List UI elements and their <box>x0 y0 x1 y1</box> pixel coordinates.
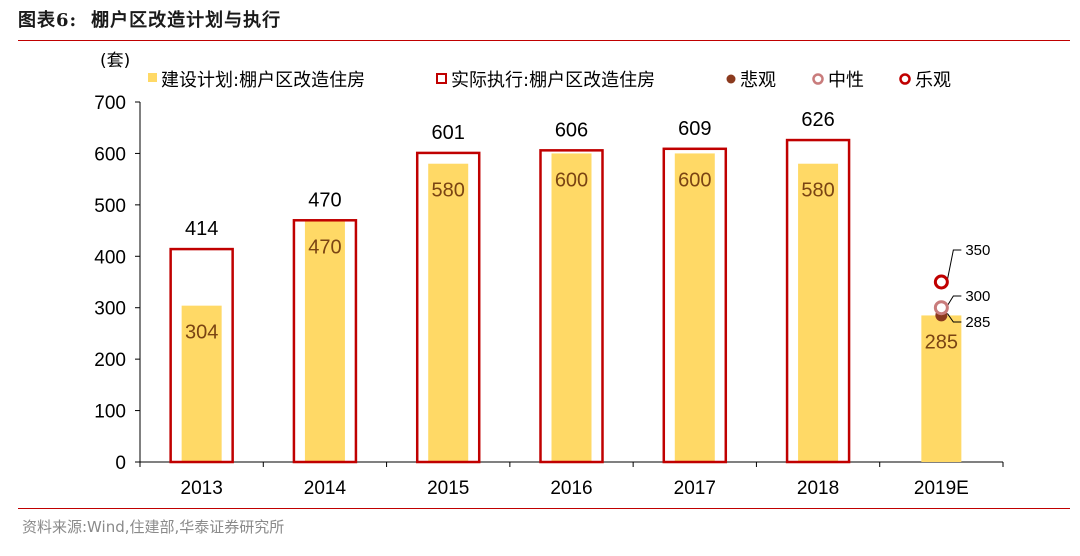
plan-value-label: 580 <box>432 180 465 202</box>
legend-label-pessimistic: 悲观 <box>740 70 776 91</box>
plan-value-label: 285 <box>925 331 958 353</box>
x-tick-label: 2019E <box>914 478 969 499</box>
plan-bar <box>551 153 592 462</box>
actual-value-label: 609 <box>678 118 711 140</box>
figure-number: 图表6: <box>18 10 78 31</box>
plan-bar <box>674 153 715 462</box>
actual-bar <box>662 147 728 464</box>
top-rule <box>18 40 1070 41</box>
plan-value-label: 304 <box>185 322 218 344</box>
x-tick-label: 2014 <box>304 478 347 499</box>
plan-value-label: 600 <box>678 169 711 191</box>
plan-value-label: 600 <box>555 169 588 191</box>
y-unit-label: (套) <box>100 51 130 71</box>
figure-title: 图表6: 棚户区改造计划与执行 <box>18 6 281 32</box>
legend-marker-neutral <box>812 73 824 85</box>
actual-bar <box>292 219 358 464</box>
legend-label-actual: 实际执行:棚户区改造住房 <box>451 70 655 91</box>
actual-value-label: 414 <box>185 218 218 240</box>
bottom-rule <box>18 508 1070 509</box>
legend-swatch-plan <box>148 73 157 82</box>
actual-bar <box>169 247 234 464</box>
scenario-leader-line <box>946 295 962 306</box>
actual-bar <box>415 151 481 464</box>
legend-swatch-actual <box>436 73 447 84</box>
y-tick-label: 400 <box>94 247 126 268</box>
scenario-value-label: 285 <box>965 314 990 331</box>
actual-value-label: 601 <box>432 122 465 144</box>
y-tick-label: 300 <box>94 299 126 320</box>
y-tick-label: 100 <box>94 402 126 423</box>
scenario-marker-neutral <box>933 300 949 316</box>
scenario-value-label: 300 <box>965 288 990 305</box>
scenario-leader-line <box>946 313 962 323</box>
plan-bar <box>798 163 839 462</box>
y-tick-label: 200 <box>94 350 126 371</box>
x-tick-label: 2018 <box>797 478 839 499</box>
actual-value-label: 606 <box>555 119 588 141</box>
actual-bar <box>539 149 604 464</box>
source-note: 资料来源:Wind,住建部,华泰证券研究所 <box>22 518 285 536</box>
x-tick-label: 2016 <box>550 478 592 499</box>
plan-bar <box>181 305 222 462</box>
scenario-leader-line <box>946 249 962 281</box>
y-tick-label: 600 <box>94 144 126 165</box>
plan-value-label: 470 <box>308 236 341 258</box>
legend-marker-pessimistic <box>726 74 736 84</box>
scenario-value-label: 350 <box>965 242 990 259</box>
legend-label-neutral: 中性 <box>828 70 864 91</box>
plan-bar <box>304 220 345 462</box>
plan-bar <box>428 163 469 462</box>
y-tick-label: 700 <box>94 93 126 114</box>
legend-label-plan: 建设计划:棚户区改造住房 <box>161 70 365 91</box>
x-tick-label: 2017 <box>674 478 716 499</box>
actual-value-label: 470 <box>308 189 341 211</box>
x-tick-label: 2013 <box>181 478 223 499</box>
plan-value-label: 580 <box>801 180 834 202</box>
x-tick-label: 2015 <box>427 478 469 499</box>
actual-value-label: 626 <box>801 109 834 131</box>
actual-bar <box>785 138 851 464</box>
legend-label-optimistic: 乐观 <box>915 70 951 91</box>
legend-marker-optimistic <box>899 73 911 85</box>
figure-title-text: 棚户区改造计划与执行 <box>91 10 282 31</box>
y-tick-label: 0 <box>115 453 126 474</box>
y-tick-label: 500 <box>94 196 126 217</box>
scenario-marker-optimistic <box>933 274 949 290</box>
plan-bar <box>921 315 962 462</box>
